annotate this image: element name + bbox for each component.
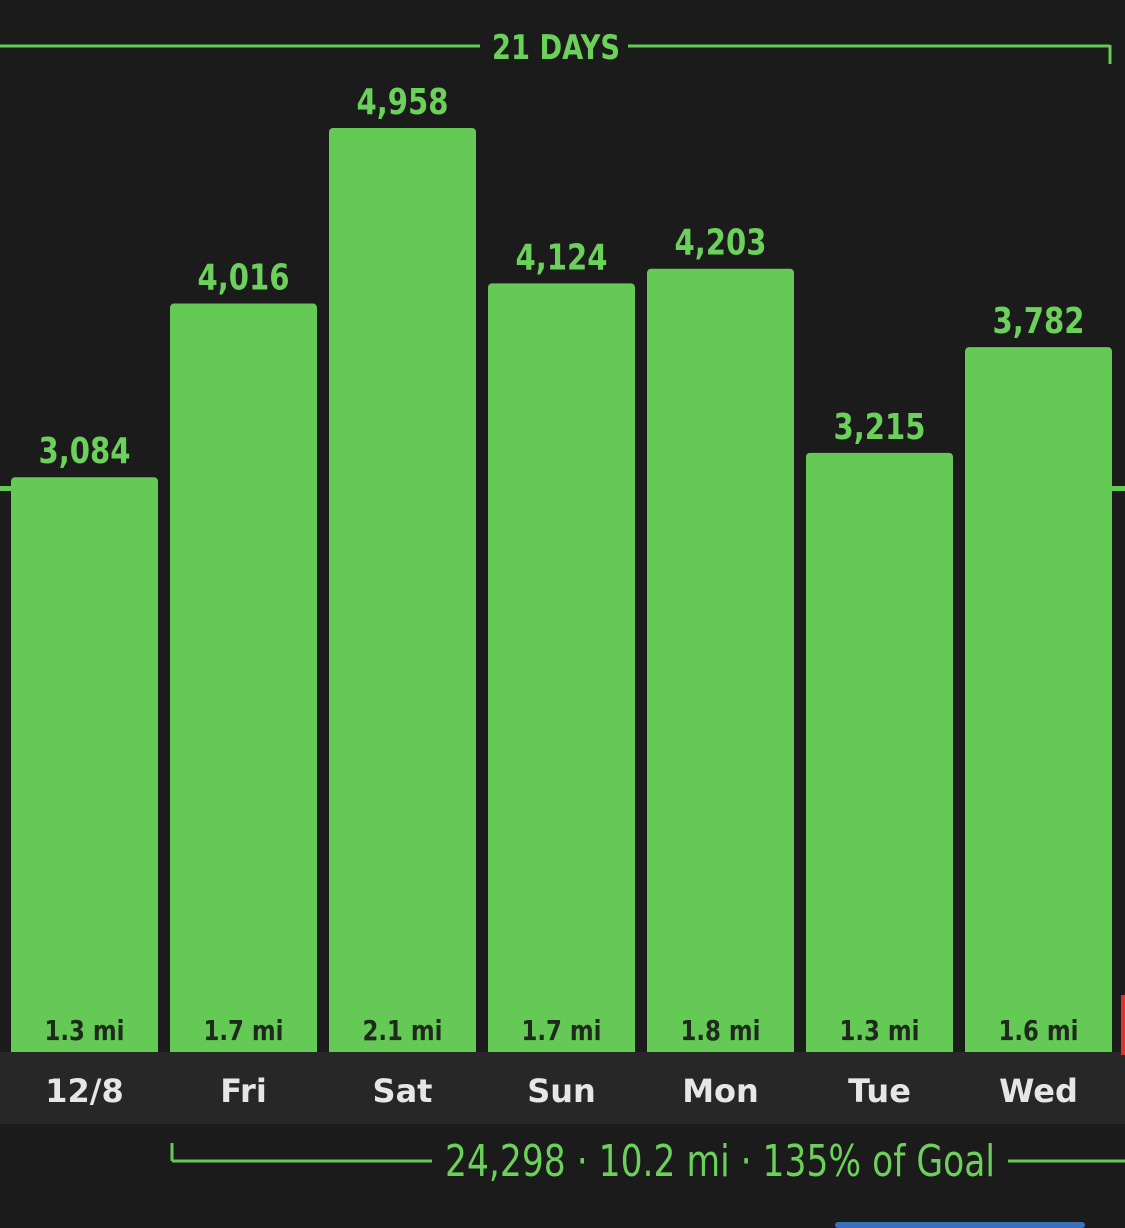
bar-distance-label: 1.3 mi — [840, 1014, 920, 1047]
edge-tab-indicator — [1121, 995, 1125, 1055]
bar-wed — [965, 347, 1112, 1053]
bar-gap — [794, 485, 806, 1052]
bar-sat — [329, 128, 476, 1052]
bar-base — [647, 1046, 794, 1052]
day-label: Fri — [220, 1072, 267, 1110]
bar-gap — [476, 485, 488, 1052]
bar-gap — [317, 485, 329, 1052]
bar-distance-label: 1.6 mi — [999, 1014, 1079, 1047]
day-label: Mon — [682, 1072, 759, 1110]
streak-label: 21 DAYS — [492, 28, 620, 68]
bar-value-label: 4,958 — [357, 82, 449, 123]
bar-distance-label: 1.7 mi — [204, 1014, 284, 1047]
bar-base — [965, 1046, 1112, 1052]
bar-value-label: 3,084 — [39, 431, 131, 472]
bar-distance-label: 1.3 mi — [45, 1014, 125, 1047]
bar-gap — [158, 485, 170, 1052]
bar-base — [806, 1046, 953, 1052]
bar-gap — [635, 485, 647, 1052]
bar-value-label: 3,215 — [834, 407, 926, 448]
day-label: Sun — [527, 1072, 596, 1110]
bar-base — [329, 1046, 476, 1052]
bar-base — [488, 1046, 635, 1052]
bar-value-label: 3,782 — [993, 301, 1085, 342]
bar-distance-label: 2.1 mi — [363, 1014, 443, 1047]
bar-mon — [647, 268, 794, 1052]
bar-value-label: 4,203 — [675, 223, 767, 264]
day-label: 12/8 — [45, 1072, 123, 1110]
bar-distance-label: 1.7 mi — [522, 1014, 602, 1047]
bottom-link-hint[interactable] — [835, 1214, 1085, 1228]
bar-value-label: 4,124 — [516, 237, 608, 278]
bar-fri — [170, 303, 317, 1052]
bar-tue — [806, 452, 953, 1052]
bar-12-8 — [11, 477, 158, 1052]
bar-sun — [488, 283, 635, 1052]
bar-gap — [953, 485, 965, 1052]
bar-base — [170, 1046, 317, 1052]
day-label: Sat — [373, 1072, 433, 1110]
day-label: Tue — [848, 1072, 911, 1110]
bar-base — [11, 1046, 158, 1052]
day-label-band — [0, 1052, 1125, 1124]
day-label: Wed — [999, 1072, 1078, 1110]
summary-label: 24,298 · 10.2 mi · 135% of Goal — [445, 1136, 995, 1187]
bar-value-label: 4,016 — [198, 258, 290, 299]
bar-distance-label: 1.8 mi — [681, 1014, 761, 1047]
